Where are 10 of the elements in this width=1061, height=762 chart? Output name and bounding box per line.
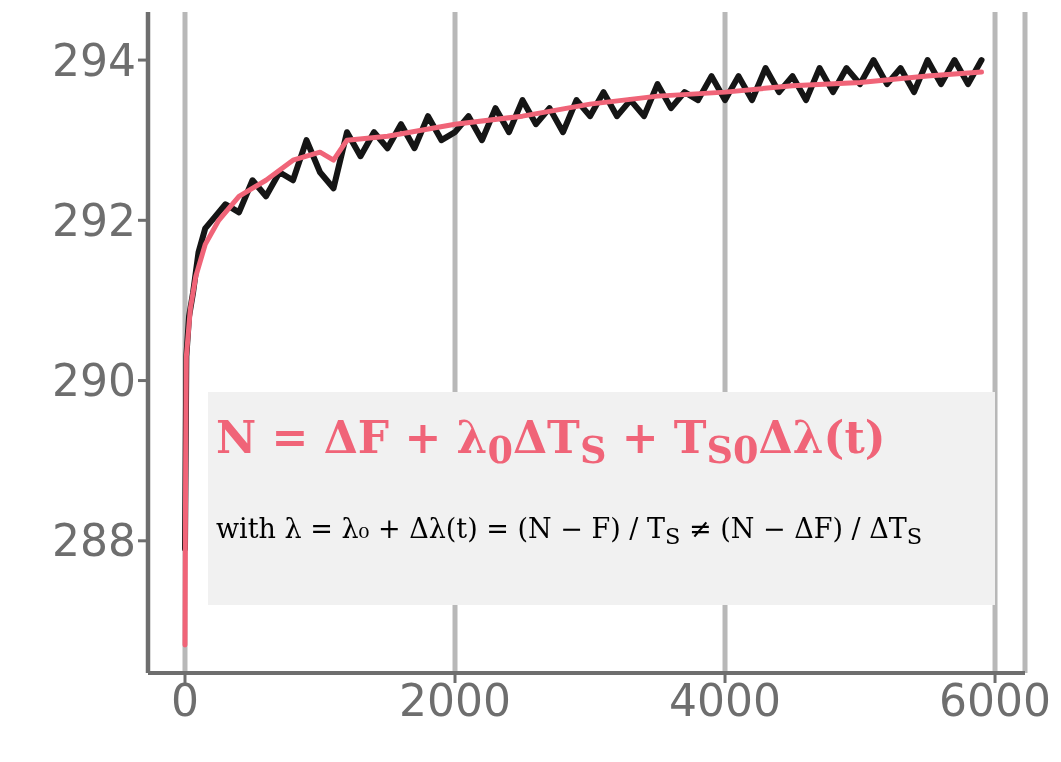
y-tick-label: 288: [52, 515, 136, 567]
annotation: with λ = λ₀ + Δλ(t) = (N − F) / T$_{S}$ ≠ (N − ΔF) / ΔT$_{S}$: [216, 512, 924, 550]
y-tick-label: 290: [52, 355, 136, 407]
y-tick-label: 294: [52, 34, 136, 86]
x-tick-label: 6000: [939, 675, 1052, 727]
x-tick-label: 4000: [669, 675, 782, 727]
x-tick-label: 0: [170, 675, 199, 727]
y-tick-label: 292: [52, 194, 136, 246]
x-tick-label: 2000: [399, 675, 511, 727]
annotation: N = ΔF + λ$_{0}$ΔT$_{S}$ + T$_{S0}$Δλ(t): [216, 411, 887, 474]
